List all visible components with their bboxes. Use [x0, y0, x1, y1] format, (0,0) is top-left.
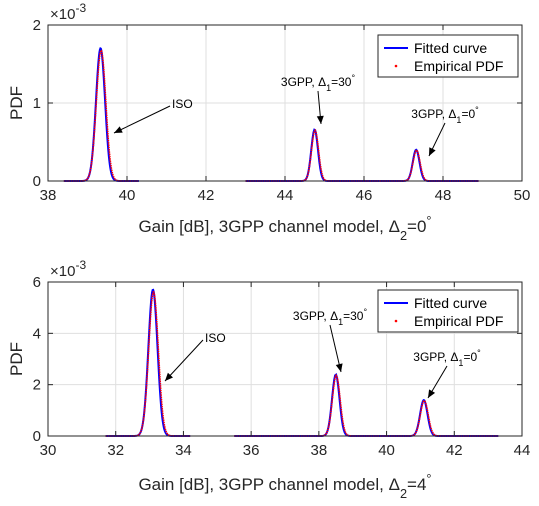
annotation-label-2: 3GPP, Δ1=30°: [293, 307, 368, 327]
annotation-arrow-1: [113, 105, 171, 134]
x-tick-label: 34: [175, 442, 192, 459]
x-tick-label: 36: [243, 442, 260, 459]
legend-swatch-empirical: [394, 319, 398, 323]
empirical-curve-peak-2: [245, 128, 380, 182]
y-axis-label: PDF: [7, 342, 26, 376]
annotation-arrowhead-2: [316, 115, 324, 124]
annotation-label-3: 3GPP, Δ1=0°: [413, 348, 481, 368]
y-tick-label: 0: [33, 428, 41, 445]
legend: Fitted curve Empirical PDF: [377, 34, 519, 78]
x-tick-label: 38: [40, 187, 57, 204]
annotation-label-2: 3GPP, Δ1=30°: [281, 73, 356, 93]
legend-entry-label: Fitted curve: [414, 295, 487, 311]
annotation-arrowhead-1: [114, 126, 123, 133]
x-tick-label: 44: [514, 442, 531, 459]
x-tick-label: 50: [514, 187, 531, 204]
x-axis-label: Gain [dB], 3GPP channel model, Δ2=0°: [138, 213, 431, 243]
y-tick-label: 4: [33, 325, 41, 342]
y-tick-label: 6: [33, 274, 41, 291]
x-tick-label: 44: [277, 187, 294, 204]
legend-box: [377, 289, 519, 333]
chart-panel-2: 30 32 34 36 38 40 42 44 0 2 4 6 ×10-3 PDF Gain [dB], 3…: [7, 258, 530, 501]
x-tick-label: 32: [107, 442, 124, 459]
annotation-label-3: 3GPP, Δ1=0°: [411, 105, 479, 125]
x-tick-label: 38: [311, 442, 328, 459]
x-tick-label: 48: [435, 187, 452, 204]
annotation-arrow-1: [164, 339, 204, 382]
x-tick-label: 40: [378, 442, 395, 459]
annotation-label-1: ISO: [172, 97, 193, 111]
annotation-label-1: ISO: [205, 331, 226, 345]
legend: Fitted curve Empirical PDF: [377, 289, 519, 333]
legend-swatch-empirical: [394, 64, 398, 68]
y-exponent-label: ×10-3: [50, 1, 86, 23]
annotation-arrowhead-3: [428, 389, 436, 398]
y-tick-label: 0: [33, 173, 41, 190]
annotation-arrow-2: [329, 324, 342, 373]
legend-box: [377, 34, 519, 78]
y-tick-label: 2: [33, 17, 41, 34]
x-tick-label: 42: [446, 442, 463, 459]
legend-entry-label: Empirical PDF: [414, 58, 503, 74]
x-tick-label: 40: [119, 187, 136, 204]
x-tick-label: 42: [198, 187, 215, 204]
legend-entry-label: Empirical PDF: [414, 313, 503, 329]
y-axis-label: PDF: [7, 86, 26, 120]
annotation-arrowhead-2: [335, 363, 343, 372]
x-tick-label: 30: [40, 442, 57, 459]
legend-entry-label: Fitted curve: [414, 40, 487, 56]
y-tick-label: 2: [33, 377, 41, 394]
annotation-arrowhead-3: [429, 147, 436, 156]
x-axis-label: Gain [dB], 3GPP channel model, Δ2=4°: [138, 471, 431, 501]
annotation-arrowhead-1: [165, 372, 174, 381]
chart-panel-1: 38 40 42 44 46 48 50 0 1 2 ×10-3 PDF Gain [dB], 3GPP…: [7, 1, 530, 243]
y-exponent-label: ×10-3: [50, 258, 86, 280]
y-tick-label: 1: [33, 95, 41, 112]
x-tick-label: 46: [356, 187, 373, 204]
axes-box: [47, 281, 523, 437]
